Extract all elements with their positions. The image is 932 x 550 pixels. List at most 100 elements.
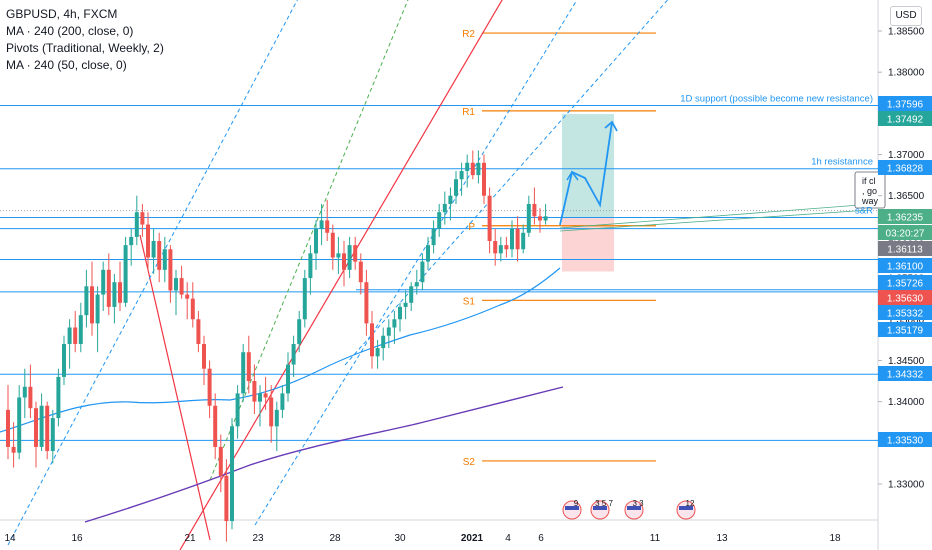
candle-body xyxy=(95,294,100,324)
event-badge-count: 9 xyxy=(574,499,579,508)
candle xyxy=(336,236,341,274)
candle-body xyxy=(487,195,492,242)
candle-body xyxy=(129,236,134,246)
candle-body xyxy=(442,203,447,213)
price-tick-label: 1.36500 xyxy=(888,191,925,202)
candle xyxy=(442,191,447,225)
candle xyxy=(246,335,251,394)
candle-body xyxy=(286,364,290,394)
note-text: if cl xyxy=(862,176,876,186)
candle xyxy=(459,162,464,196)
candle-body xyxy=(123,245,128,303)
event-badge[interactable]: 3 3 xyxy=(624,499,644,520)
indicator-pivots[interactable]: Pivots (Traditional, Weekly, 2) xyxy=(6,41,164,55)
price-tag-text: 1.35332 xyxy=(887,309,924,320)
candle-body xyxy=(28,386,33,409)
drawing-lines: R2 R1 P S1 S2 xyxy=(0,0,878,550)
candle xyxy=(112,273,117,324)
candle-body xyxy=(302,278,307,320)
candle-body xyxy=(218,446,223,476)
price-tag-bg xyxy=(878,209,932,224)
candle-body xyxy=(17,397,22,453)
candle-body xyxy=(476,162,481,176)
candle-body xyxy=(157,241,162,270)
candle-body xyxy=(151,241,156,258)
candle xyxy=(330,224,335,270)
price-tag: 1.33530 xyxy=(878,432,932,447)
candle xyxy=(308,245,313,295)
event-badge[interactable]: 12 xyxy=(676,499,696,520)
candle-body xyxy=(230,426,234,522)
candle-body xyxy=(510,228,514,250)
candle xyxy=(179,265,184,299)
candle-body xyxy=(62,343,66,377)
candle xyxy=(493,228,498,266)
indicator-ma200[interactable]: MA · 240 (200, close, 0) xyxy=(6,24,134,38)
candle xyxy=(482,154,486,204)
candle xyxy=(118,261,122,312)
candle-body xyxy=(241,352,246,394)
candle xyxy=(162,236,167,283)
pivot-label: R2 xyxy=(462,29,475,40)
candle-body xyxy=(190,298,195,320)
flag-stripe-icon xyxy=(593,506,607,510)
time-tick-label: 30 xyxy=(394,533,406,544)
candle xyxy=(319,203,324,246)
event-badge[interactable]: 9 xyxy=(562,499,582,520)
price-tag-text: 1.33530 xyxy=(887,436,924,447)
candle xyxy=(34,401,38,468)
candle-body xyxy=(213,405,218,447)
candle-body xyxy=(73,327,78,344)
candle xyxy=(297,311,302,353)
candle xyxy=(190,282,195,328)
price-tag-text: 1.36100 xyxy=(887,262,924,273)
candle-body xyxy=(207,368,212,406)
price-axis: 1.385001.380001.375001.370001.365001.360… xyxy=(878,27,932,490)
candle-body xyxy=(330,232,335,258)
level-label: s&R xyxy=(855,206,873,217)
candle-body xyxy=(409,286,414,303)
candle-body xyxy=(364,282,369,324)
candle-body xyxy=(448,195,453,204)
price-tag: 1.36100 xyxy=(878,258,932,273)
price-tick-label: 1.37000 xyxy=(888,150,925,161)
candle-body xyxy=(101,269,106,295)
candle xyxy=(409,282,414,312)
price-tag-text: 1.35179 xyxy=(887,326,924,337)
pivot-label: P xyxy=(468,222,475,233)
candle xyxy=(168,245,173,303)
price-tag-bg xyxy=(878,305,932,320)
event-badges: 9 3 5 7 3 3 12 xyxy=(562,499,696,520)
candle xyxy=(157,232,162,283)
indicator-ma50[interactable]: MA · 240 (50, close, 0) xyxy=(6,58,127,72)
candle xyxy=(22,368,27,419)
candle-body xyxy=(482,162,486,196)
event-badge[interactable]: 3 5 7 xyxy=(590,499,613,520)
candle xyxy=(364,269,369,336)
event-badge-count: 12 xyxy=(686,499,695,508)
candle xyxy=(28,364,33,419)
candle xyxy=(146,212,150,270)
candle-body xyxy=(162,249,167,270)
candle xyxy=(465,154,470,188)
candle xyxy=(78,302,83,353)
currency-button[interactable]: USD xyxy=(890,6,922,26)
time-tick-label: 21 xyxy=(184,533,196,544)
candle-body xyxy=(465,162,470,172)
candle-body xyxy=(336,253,341,258)
price-tick-label: 1.34500 xyxy=(888,356,925,367)
candle-body xyxy=(370,323,374,357)
level-label: 1D support (possible become new resistan… xyxy=(680,93,873,104)
price-tag-bg xyxy=(878,111,932,126)
candle-body xyxy=(521,232,526,250)
candle-body xyxy=(347,245,352,270)
candle xyxy=(448,187,453,221)
price-tag-text: 1.37492 xyxy=(887,115,924,126)
candle-body xyxy=(269,397,274,427)
candle-body xyxy=(454,179,458,196)
pivot-label: S2 xyxy=(463,457,476,468)
candle-body xyxy=(118,282,122,303)
price-tag: 1.37596 xyxy=(878,96,932,111)
